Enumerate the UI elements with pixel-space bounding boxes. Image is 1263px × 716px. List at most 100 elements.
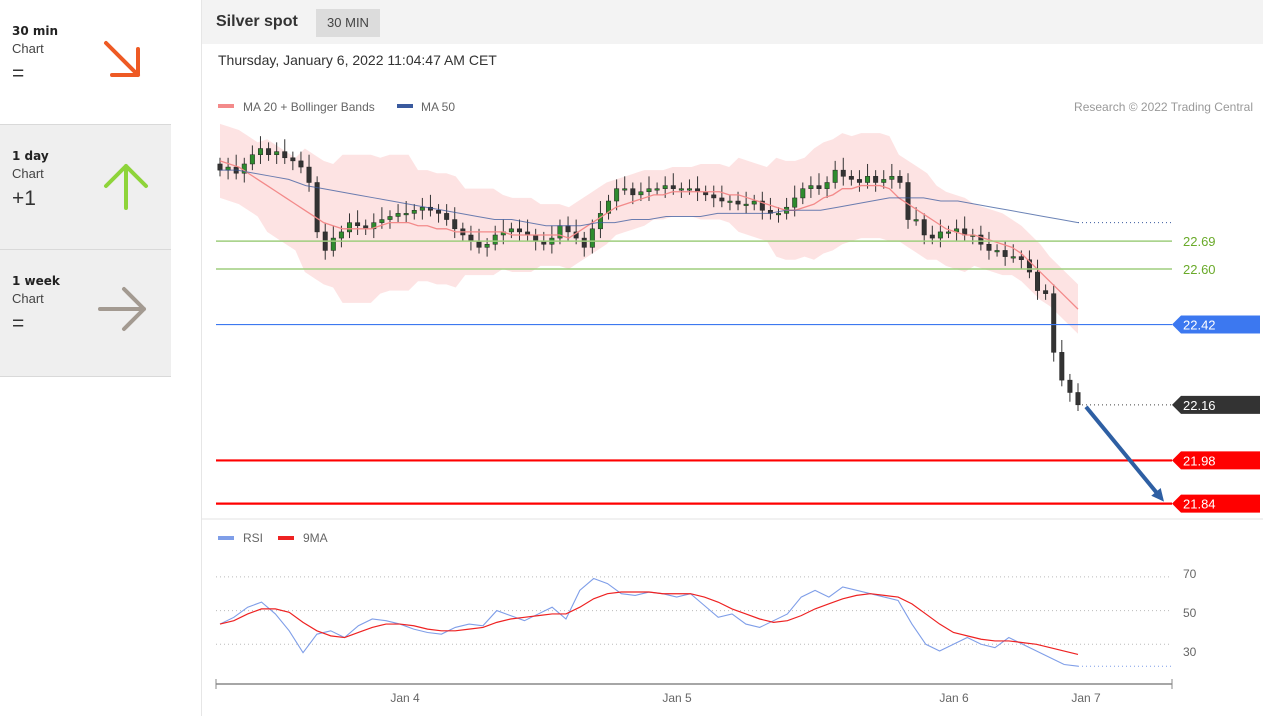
- candle: [946, 225, 951, 239]
- candle-body: [298, 160, 304, 168]
- candle: [719, 185, 725, 208]
- candle-body: [840, 169, 846, 177]
- candle-body: [735, 200, 741, 205]
- candle: [1051, 284, 1057, 362]
- rsi-9ma-line: [219, 591, 1079, 655]
- candle: [282, 139, 288, 164]
- candle-body: [249, 154, 255, 165]
- timestamp: Thursday, January 6, 2022 11:04:47 AM CE…: [218, 52, 497, 68]
- legend-ma50-label: MA 50: [421, 100, 455, 114]
- candle-body: [1002, 250, 1008, 257]
- candle-body: [306, 166, 312, 183]
- candle-body: [508, 228, 514, 233]
- candle-body: [314, 182, 320, 233]
- candle-body: [581, 237, 587, 248]
- candle: [436, 204, 442, 223]
- level-label: 22.69: [1183, 234, 1216, 249]
- candle: [800, 182, 806, 205]
- candle-body: [678, 188, 684, 191]
- candle-body: [476, 240, 482, 248]
- level-22.16: 22.16: [1082, 395, 1260, 414]
- candle-body: [403, 213, 409, 216]
- candle: [266, 142, 272, 161]
- candle: [371, 213, 377, 239]
- candle-body: [1059, 352, 1065, 381]
- level-label-tag: [1172, 451, 1260, 470]
- timeframe-30min-symbol: =: [12, 62, 25, 85]
- candle: [808, 176, 814, 198]
- candle: [889, 163, 895, 189]
- down-right-arrow-icon: [104, 41, 140, 77]
- bollinger-layer: [220, 123, 1078, 334]
- candle: [1035, 259, 1041, 300]
- ma-lines-layer: [219, 160, 1172, 310]
- candle-body: [452, 219, 458, 230]
- candle: [355, 210, 361, 235]
- legend: MA 20 + Bollinger Bands MA 50 Research ©…: [218, 100, 1253, 114]
- candle: [314, 176, 320, 239]
- candle-body: [371, 222, 377, 230]
- up-arrow-icon: [104, 164, 148, 210]
- timeframe-1day[interactable]: 1 day Chart +1: [0, 125, 171, 250]
- candle-body: [759, 200, 765, 211]
- candle-body: [654, 188, 660, 191]
- legend-9ma-swatch: [278, 536, 294, 540]
- candle: [581, 231, 587, 257]
- candle-body: [347, 222, 352, 233]
- timeframe-button[interactable]: 30 MIN: [316, 9, 380, 37]
- candle-body: [986, 244, 992, 251]
- candle-body: [492, 234, 498, 245]
- candle-body: [792, 197, 798, 208]
- candle-body: [913, 219, 919, 222]
- candle-body: [994, 250, 1000, 253]
- timeframe-1week[interactable]: 1 week Chart =: [0, 250, 171, 377]
- timeframe-sidebar: 30 min Chart = 1 day Chart +1 1 week Cha…: [0, 0, 171, 377]
- candle: [338, 225, 344, 248]
- candle: [274, 142, 280, 164]
- candle: [727, 194, 733, 211]
- candle-body: [662, 185, 668, 189]
- timeframe-1day-symbol: +1: [12, 187, 36, 210]
- level-22.60: 22.60: [216, 262, 1216, 277]
- level-label: 22.42: [1183, 318, 1216, 333]
- candle: [856, 170, 862, 192]
- candle: [1010, 244, 1016, 263]
- candle: [865, 163, 871, 189]
- candle-body: [978, 234, 984, 245]
- candle-body: [411, 210, 417, 214]
- candle: [597, 201, 603, 239]
- candle: [249, 145, 255, 171]
- candle-body: [468, 234, 474, 242]
- legend-ma50-swatch: [397, 104, 413, 108]
- candle: [419, 197, 425, 220]
- legend-9ma-label: 9MA: [303, 531, 328, 545]
- candle-body: [800, 188, 806, 199]
- timeframe-1week-symbol: =: [12, 312, 25, 335]
- candle: [1067, 373, 1073, 402]
- candle-body: [638, 191, 644, 196]
- candle: [994, 244, 1000, 257]
- candle-body: [905, 182, 911, 220]
- x-tick-label: Jan 5: [662, 691, 692, 705]
- candle-body: [1043, 290, 1049, 294]
- candle-body: [290, 157, 296, 162]
- rsi-tick-label: 50: [1183, 606, 1197, 620]
- candle-body: [1075, 392, 1081, 406]
- legend-rsi-label: RSI: [243, 531, 263, 545]
- candle: [257, 136, 263, 164]
- timeframe-30min[interactable]: 30 min Chart =: [0, 0, 171, 125]
- candle: [711, 185, 717, 208]
- candle-body: [832, 169, 838, 183]
- timeframe-1week-sub: Chart: [12, 291, 44, 306]
- candle-body: [873, 176, 879, 183]
- candle-body: [776, 213, 781, 216]
- candle-body: [727, 200, 733, 203]
- candle-body: [937, 231, 943, 239]
- candle: [630, 182, 636, 205]
- level-label-tag: [1172, 494, 1260, 513]
- rsi-legend: RSI 9MA: [218, 531, 328, 545]
- candle-body: [484, 244, 490, 248]
- candle-body: [274, 151, 280, 155]
- level-21.98: 21.98: [216, 451, 1260, 470]
- candle-body: [808, 185, 814, 189]
